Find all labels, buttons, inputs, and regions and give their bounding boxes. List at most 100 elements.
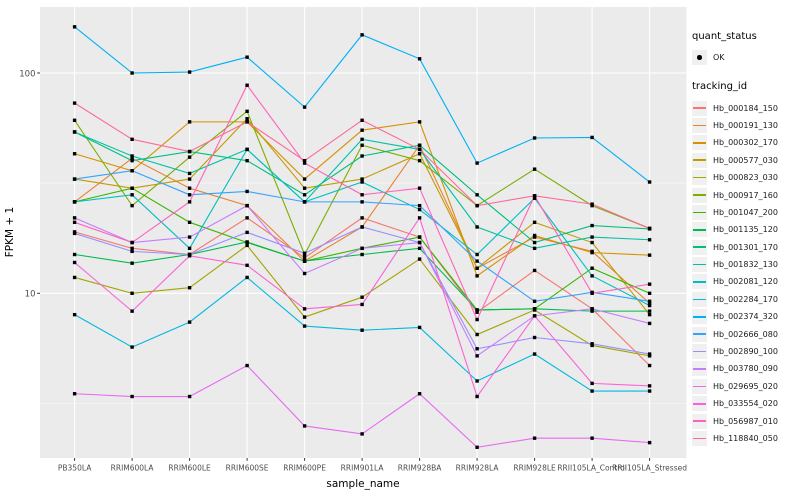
data-point <box>417 392 422 396</box>
legend-quant-status-section: quant_status OK <box>692 31 798 66</box>
data-point <box>245 189 249 194</box>
data-point <box>590 342 594 346</box>
data-point <box>647 389 652 393</box>
data-point <box>72 118 77 122</box>
data-point <box>475 347 479 351</box>
series-color-line-icon <box>693 194 706 196</box>
data-point <box>360 193 364 197</box>
series-color-line-icon <box>693 420 706 422</box>
data-point <box>245 275 249 280</box>
data-point <box>532 194 537 198</box>
data-point <box>130 291 134 295</box>
legend-key <box>692 274 707 290</box>
data-point <box>360 216 364 220</box>
data-point <box>360 143 364 147</box>
series-color-line-icon <box>693 124 706 127</box>
data-point <box>130 249 134 254</box>
data-point <box>130 156 134 161</box>
ok-point-key <box>692 50 707 66</box>
series-color-line-icon <box>693 263 706 266</box>
data-point <box>245 230 249 235</box>
data-point <box>417 152 422 156</box>
legend-entry-label: Hb_029695_020 <box>713 381 778 391</box>
data-point <box>72 177 77 181</box>
legend-entry-label: OK <box>713 53 725 63</box>
series-color-line-icon <box>693 176 706 179</box>
legend-key <box>692 291 707 307</box>
data-point <box>647 363 652 368</box>
data-point <box>360 432 364 436</box>
data-point <box>72 220 77 225</box>
legend-key <box>692 100 707 116</box>
data-point <box>72 200 77 204</box>
data-point <box>245 216 249 220</box>
data-point <box>532 436 537 440</box>
legend-entry-label: Hb_001301_170 <box>713 242 778 252</box>
data-point <box>417 143 422 147</box>
data-point <box>360 252 364 257</box>
data-point <box>647 226 652 231</box>
x-axis-tick-label: RRIM901LA <box>341 464 385 473</box>
data-point <box>417 240 422 245</box>
series-color-line-icon <box>693 437 706 440</box>
data-point <box>475 193 479 197</box>
series-color-line-icon <box>693 281 706 283</box>
data-point <box>647 301 652 306</box>
data-point <box>187 320 192 324</box>
data-point <box>187 254 192 258</box>
data-point <box>475 274 479 278</box>
data-point <box>245 117 249 121</box>
legend-entry-ok: OK <box>692 49 798 66</box>
data-point <box>532 233 537 238</box>
data-point <box>130 261 134 265</box>
x-axis-tick-label: RRIM600SE <box>226 464 269 473</box>
data-point <box>590 436 594 440</box>
data-point <box>360 137 364 142</box>
data-point <box>532 307 537 311</box>
legend-entry: Hb_002374_320 <box>692 308 798 325</box>
data-point <box>417 186 422 190</box>
data-point <box>647 321 652 326</box>
data-point <box>130 158 134 163</box>
series-color-line-icon <box>693 315 706 318</box>
legend-entry: Hb_056987_010 <box>692 412 798 429</box>
data-point <box>245 147 249 152</box>
data-point <box>245 203 249 208</box>
legend-key <box>692 239 707 255</box>
series-color-line-icon <box>693 298 706 301</box>
data-point <box>417 203 422 208</box>
data-point <box>475 310 479 314</box>
legend-key <box>692 187 707 203</box>
data-point <box>187 155 192 159</box>
data-point <box>187 171 192 176</box>
data-point <box>130 345 134 349</box>
legend-entry: Hb_002081_120 <box>692 273 798 290</box>
data-point <box>302 177 307 181</box>
data-point <box>590 266 594 270</box>
data-point <box>532 196 537 200</box>
data-point <box>302 161 307 165</box>
legend-key <box>692 309 707 325</box>
data-point <box>647 384 652 388</box>
data-point <box>360 128 364 132</box>
point-icon <box>697 55 702 60</box>
data-point <box>187 286 192 290</box>
data-point <box>302 193 307 197</box>
legend-entry: Hb_002666_080 <box>692 325 798 342</box>
x-axis-tick-label: RRII105LA_Control <box>557 464 627 473</box>
legend-entry: Hb_118840_050 <box>692 430 798 447</box>
legend-key <box>692 326 707 342</box>
data-point <box>590 202 594 206</box>
legend-entry-label: Hb_118840_050 <box>713 434 778 443</box>
data-point <box>417 147 422 152</box>
data-point <box>647 312 652 317</box>
data-point <box>302 256 307 260</box>
data-point <box>302 424 307 428</box>
data-point <box>245 83 249 87</box>
legend-key <box>692 135 707 151</box>
series-color-line-icon <box>693 211 706 214</box>
data-point <box>647 291 652 295</box>
data-point <box>130 71 134 75</box>
data-point <box>360 154 364 158</box>
